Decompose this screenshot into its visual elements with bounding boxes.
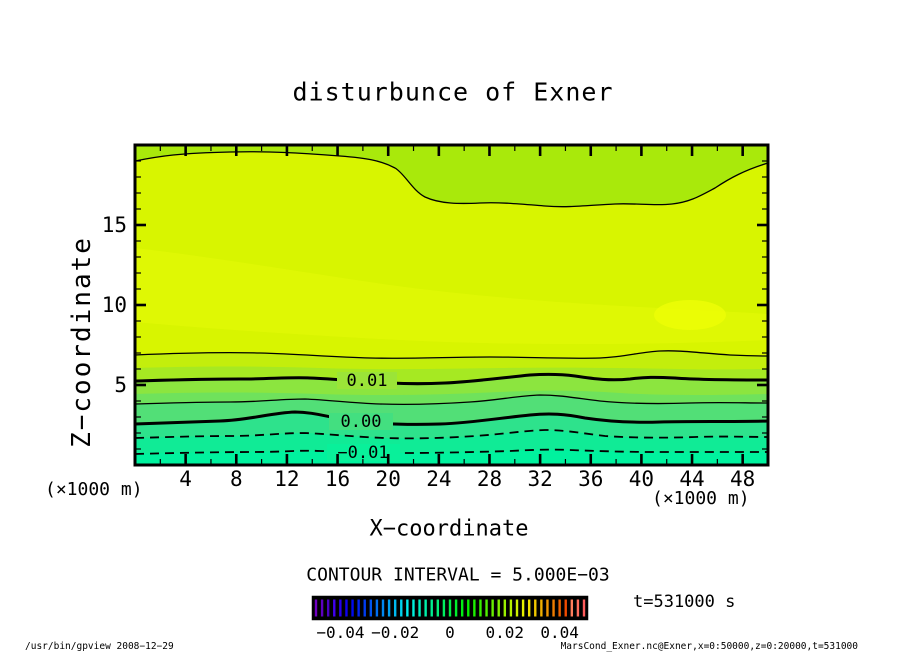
fill-bright-interior [135, 248, 768, 345]
contour-label-000: 0.00 [341, 412, 382, 432]
colorbar-tick-label: −0.04 [316, 623, 364, 642]
colorbar-stripes [314, 599, 586, 617]
contour-lines [135, 151, 768, 455]
contour-interval-label: CONTOUR INTERVAL = 5.000E−03 [306, 564, 610, 586]
colorbar-tick-label: 0.04 [540, 623, 579, 642]
colorbar-tick-label: 0 [445, 623, 455, 642]
contour-line-neg0010 [135, 448, 768, 455]
colorbar: −0.04 −0.02 0 0.02 0.04 [311, 595, 589, 642]
colorbar-tick-label: 0.02 [486, 623, 525, 642]
contour-label-group: 0.01 0.00 −0.01 [327, 371, 400, 463]
contour-fill-field [135, 145, 768, 465]
contour-label-neg001: −0.01 [337, 443, 388, 463]
contour-label-backing [337, 372, 397, 389]
x-tick-label: 32 [527, 467, 552, 491]
contour-line-0005 [135, 394, 768, 406]
x-tick-label: 24 [426, 467, 451, 491]
fill-top-band [135, 145, 768, 207]
fill-bright-spot [654, 300, 726, 330]
contour-label-backing [327, 444, 400, 461]
plot-title: disturbunce of Exner [292, 77, 614, 107]
z-tick-label: 10 [102, 293, 127, 317]
contour-line-0020 [135, 151, 768, 208]
z-axis-unit: (×1000 m) [45, 479, 143, 500]
x-tick-label: 20 [376, 467, 401, 491]
x-tick-label: 4 [179, 467, 192, 491]
x-tick-label: 16 [325, 467, 350, 491]
axis-ticks [135, 145, 768, 465]
x-tick-label: 36 [578, 467, 603, 491]
time-label: t=531000 s [633, 592, 736, 612]
colorbar-tick-label: −0.02 [371, 623, 419, 642]
footer-source-text: MarsCond_Exner.nc@Exner,x=0:50000,z=0:20… [560, 641, 858, 652]
x-tick-label: 12 [274, 467, 299, 491]
x-tick-label: 44 [679, 467, 704, 491]
contour-label-001: 0.01 [347, 371, 388, 391]
z-tick-label: 5 [114, 373, 127, 397]
x-tick-label: 8 [230, 467, 243, 491]
x-tick-label: 28 [477, 467, 502, 491]
x-tick-label: 40 [629, 467, 654, 491]
x-tick-label: 48 [730, 467, 755, 491]
x-axis-unit: (×1000 m) [652, 488, 750, 509]
contour-label-backing [329, 413, 393, 430]
contour-line-neg0005 [135, 429, 768, 440]
contour-line-0000 [135, 410, 768, 426]
colorbar-tick-labels: −0.04 −0.02 0 0.02 0.04 [316, 623, 579, 642]
z-tick-label: 15 [102, 213, 127, 237]
contour-line-0010 [135, 372, 768, 386]
footer-command-text: /usr/bin/gpview 2008−12−29 [25, 641, 174, 652]
fill-band-neg0010 [135, 449, 768, 465]
contour-line-0015 [135, 350, 768, 359]
x-axis-label: X−coordinate [369, 516, 529, 542]
